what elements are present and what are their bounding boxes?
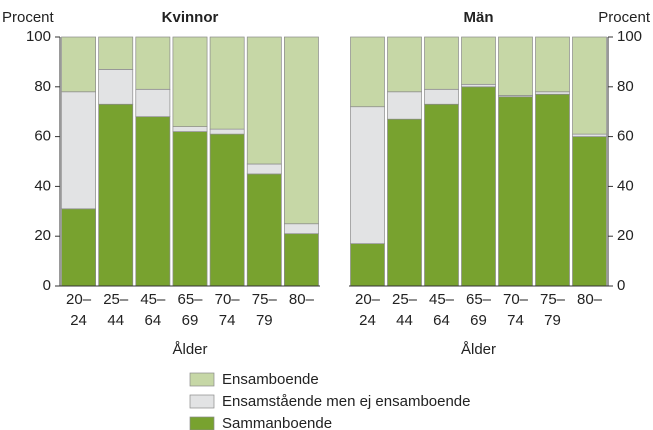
bar-segment (209, 133, 245, 287)
bar-segment (387, 118, 422, 287)
bar-segment (461, 86, 496, 287)
y-tick-label: 0 (43, 277, 51, 294)
y-tick-label: 100 (26, 28, 51, 45)
bar-segment (209, 36, 245, 130)
bar-segment (424, 103, 459, 287)
bar-segment (135, 36, 171, 90)
legend-swatch (189, 394, 215, 409)
bar-segment (246, 173, 282, 287)
legend-swatch (189, 416, 215, 430)
y-tick-label: 60 (617, 128, 634, 145)
bar-segment (535, 91, 570, 95)
y-tick-label: 20 (617, 227, 634, 244)
y-tick-label: 0 (617, 277, 625, 294)
bar-segment (284, 36, 319, 225)
x-tick-label: 25– 44 (103, 291, 129, 329)
chart-title: Kvinnor (162, 9, 219, 26)
bar-segment (172, 36, 208, 127)
legend-label: Ensamstående men ej ensamboende (222, 393, 471, 410)
bar-segment (350, 243, 385, 287)
x-tick-label: 20– 24 (355, 291, 381, 329)
x-tick-label: 45– 64 (429, 291, 455, 329)
bar-segment (135, 88, 171, 118)
legend-swatch (189, 372, 215, 387)
y-tick-label: 40 (617, 177, 634, 194)
chart-title: Män (464, 9, 494, 26)
bar-segment (350, 106, 385, 245)
y-tick-label: 40 (34, 177, 51, 194)
legend-label: Sammanboende (222, 415, 332, 430)
x-tick-label: 45– 64 (140, 291, 166, 329)
bar-segment (61, 91, 96, 210)
bar-segment (498, 36, 533, 96)
bar-segment (98, 36, 134, 70)
x-tick-label: 70– 74 (215, 291, 241, 329)
y-tick-label: 20 (34, 227, 51, 244)
bar-segment (535, 93, 570, 287)
y-axis-label: Procent (2, 9, 55, 26)
bar-segment (498, 96, 533, 287)
x-tick-label: 80– (289, 291, 315, 308)
x-tick-label: 65– 69 (177, 291, 203, 329)
x-tick-label: 75– 79 (540, 291, 566, 329)
bar-segment (284, 233, 319, 287)
bar-segment (387, 36, 422, 93)
x-tick-label: 80– (577, 291, 603, 308)
x-tick-label: 25– 44 (392, 291, 418, 329)
bar-segment (61, 208, 96, 287)
bar-segment (572, 136, 607, 287)
y-tick-label: 80 (617, 78, 634, 95)
bar-segment (461, 36, 496, 85)
x-tick-label: 20– 24 (66, 291, 92, 329)
bar-segment (572, 36, 607, 135)
bar-segment (246, 36, 282, 165)
bar-segment (135, 116, 171, 287)
legend-label: Ensamboende (222, 371, 319, 388)
bar-segment (461, 83, 496, 88)
x-tick-label: 70– 74 (503, 291, 529, 329)
bar-segment (98, 103, 134, 287)
bar-segment (284, 223, 319, 235)
x-tick-label: 75– 79 (252, 291, 278, 329)
bar-segment (387, 91, 422, 120)
y-axis-label: Procent (598, 9, 651, 26)
y-tick-label: 60 (34, 128, 51, 145)
bar-segment (246, 163, 282, 175)
bar-segment (61, 36, 96, 93)
bar-segment (98, 69, 134, 105)
x-axis-label: Ålder (172, 341, 207, 358)
x-axis-label: Ålder (461, 341, 496, 358)
bar-segment (424, 88, 459, 105)
y-tick-label: 80 (34, 78, 51, 95)
bar-segment (172, 126, 208, 132)
bar-segment (350, 36, 385, 108)
bar-segment (209, 128, 245, 135)
y-tick-label: 100 (617, 28, 642, 45)
bar-segment (172, 131, 208, 287)
bar-segment (572, 133, 607, 137)
x-tick-label: 65– 69 (466, 291, 492, 329)
bar-segment (535, 36, 570, 93)
bar-segment (424, 36, 459, 90)
